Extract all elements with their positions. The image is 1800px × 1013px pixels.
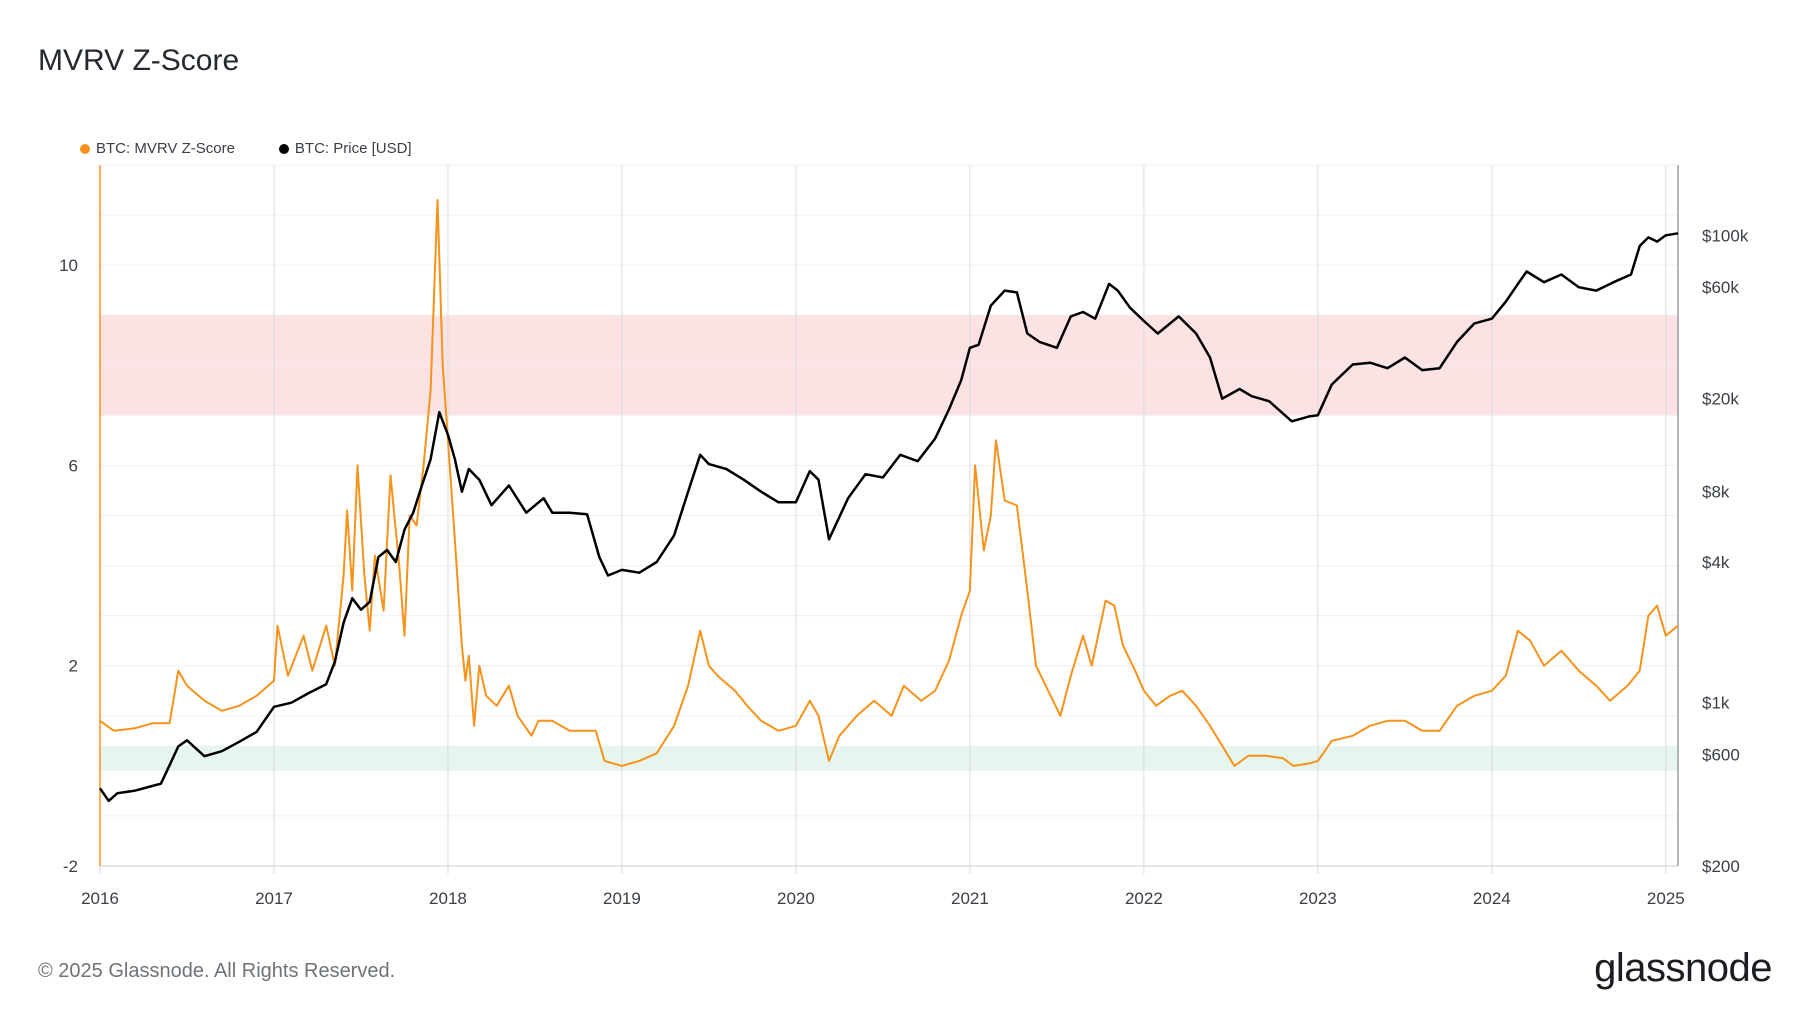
x-tick-label: 2023 [1299, 889, 1337, 908]
x-tick-label: 2020 [777, 889, 815, 908]
legend-dot-mvrv-icon [80, 143, 90, 154]
x-tick-label: 2022 [1125, 889, 1163, 908]
legend-item-mvrv[interactable]: BTC: MVRV Z-Score [80, 140, 235, 157]
legend: BTC: MVRV Z-Score BTC: Price [USD] [80, 140, 412, 157]
left-tick-label: -2 [63, 857, 78, 876]
x-tick-label: 2025 [1647, 889, 1685, 908]
legend-label-price: BTC: Price [USD] [294, 140, 412, 157]
x-tick-label: 2016 [81, 889, 119, 908]
btc-price-line [98, 232, 1679, 803]
tick-labels: 2016 2017 2018 2019 2020 2021 2022 2023 2024 2025… [59, 226, 1749, 908]
right-tick-label: $20k [1702, 390, 1739, 409]
mvrv-zscore-line [99, 199, 1679, 767]
x-tick-label: 2024 [1473, 889, 1511, 908]
series [98, 199, 1679, 803]
right-tick-label: $600 [1702, 746, 1740, 765]
legend-label-mvrv: BTC: MVRV Z-Score [96, 140, 235, 157]
x-tick-label: 2021 [951, 889, 989, 908]
legend-item-price[interactable]: BTC: Price [USD] [278, 140, 412, 157]
green-zone-band [100, 745, 1678, 771]
right-tick-label: $4k [1702, 553, 1730, 572]
legend-dot-price-icon [278, 143, 289, 154]
left-tick-label: 6 [69, 456, 78, 475]
right-tick-label: $60k [1702, 278, 1739, 297]
left-tick-label: 10 [59, 256, 78, 275]
right-tick-label: $100k [1702, 226, 1749, 245]
copyright-text: © 2025 Glassnode. All Rights Reserved. [38, 960, 396, 982]
x-tick-label: 2018 [429, 889, 467, 908]
x-tick-label: 2019 [603, 889, 641, 908]
zone-bands [100, 315, 1678, 771]
glassnode-logo: glassnode [1594, 946, 1772, 990]
right-tick-label: $1k [1702, 694, 1730, 713]
right-tick-label: $200 [1702, 857, 1740, 876]
x-tick-label: 2017 [255, 889, 293, 908]
axes [99, 164, 1679, 867]
page-title: MVRV Z-Score [38, 44, 240, 77]
left-tick-label: 2 [69, 657, 78, 676]
right-tick-label: $8k [1702, 483, 1730, 502]
